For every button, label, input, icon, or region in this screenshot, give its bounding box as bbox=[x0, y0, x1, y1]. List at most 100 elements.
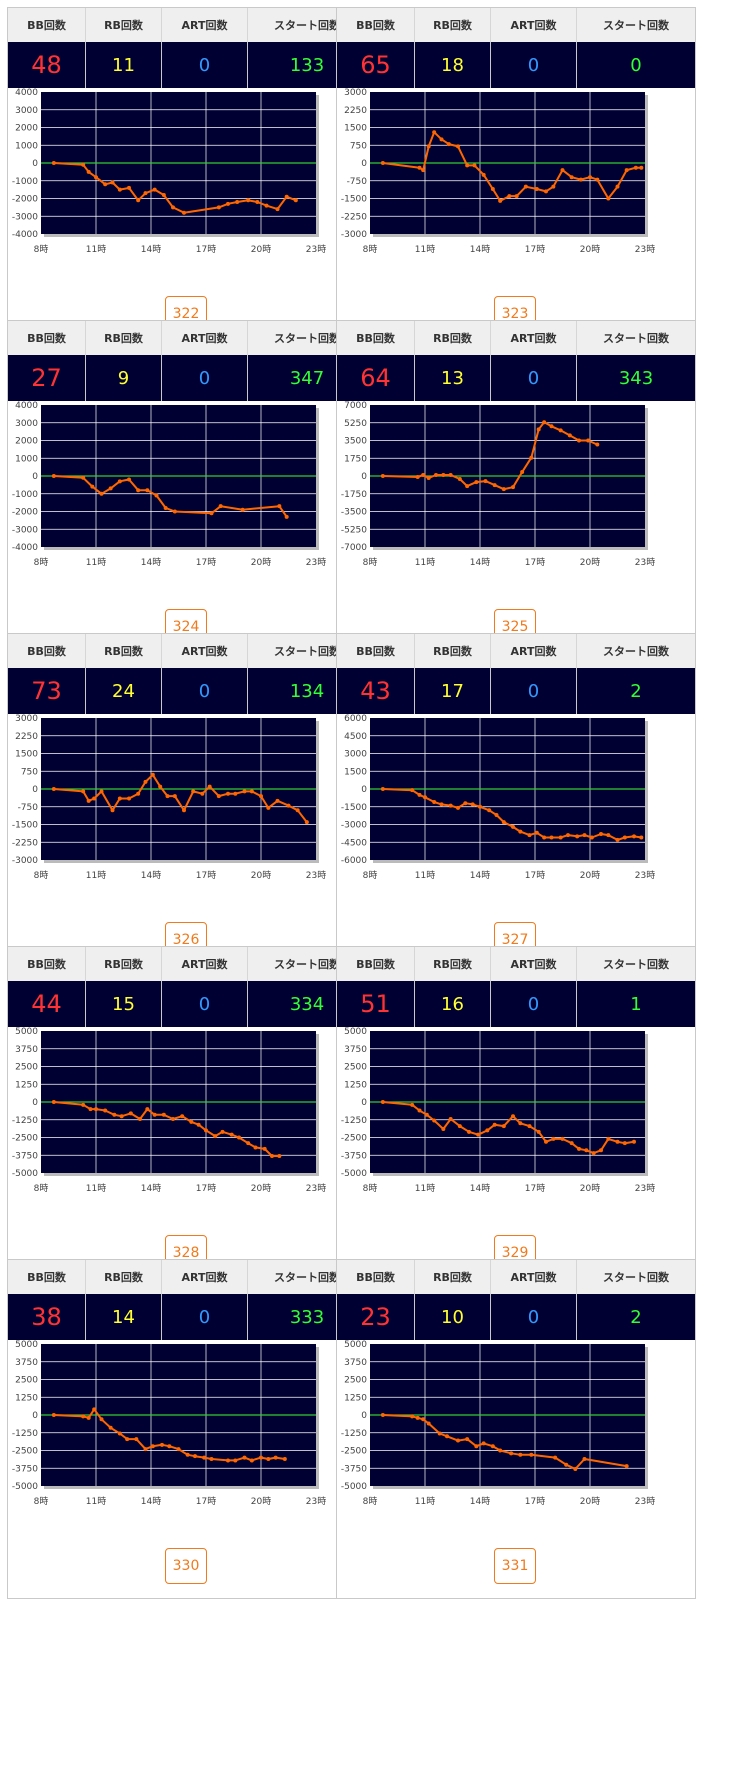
header-art: ART回数 bbox=[162, 1260, 248, 1294]
y-tick-label: 5000 bbox=[15, 1027, 38, 1037]
x-tick-label: 8時 bbox=[34, 870, 49, 881]
data-point bbox=[200, 791, 205, 796]
x-tick-label: 11時 bbox=[415, 244, 435, 255]
data-point bbox=[94, 175, 98, 180]
data-point bbox=[81, 1414, 86, 1419]
data-point bbox=[586, 438, 591, 443]
data-point bbox=[432, 800, 437, 805]
x-tick-label: 8時 bbox=[363, 1183, 378, 1194]
data-point bbox=[470, 802, 475, 807]
data-point bbox=[551, 184, 556, 189]
x-tick-label: 17時 bbox=[525, 1183, 545, 1194]
data-point bbox=[456, 144, 460, 149]
data-point bbox=[410, 1414, 415, 1419]
start-count-cell: 343 bbox=[577, 355, 695, 401]
start-count: 347 bbox=[289, 367, 325, 389]
y-tick-label: -1750 bbox=[341, 490, 367, 500]
data-point bbox=[632, 834, 636, 839]
rb-count-cell: 11 bbox=[86, 42, 162, 88]
data-point bbox=[51, 1413, 56, 1417]
rb-count-cell: 17 bbox=[415, 668, 491, 714]
data-point bbox=[94, 1107, 98, 1112]
data-point bbox=[264, 203, 269, 208]
slump-chart-svg: 3000 2250 1500 750 0 -750 -1500 -2250 -3000 8時 11時… bbox=[341, 88, 655, 255]
data-point bbox=[534, 830, 539, 835]
header-art: ART回数 bbox=[491, 321, 577, 355]
data-point bbox=[423, 795, 427, 800]
y-tick-label: 2500 bbox=[344, 1063, 367, 1073]
x-tick-label: 20時 bbox=[251, 1496, 271, 1507]
data-point bbox=[615, 1139, 620, 1144]
data-point bbox=[180, 1114, 185, 1119]
bb-count-cell: 65 bbox=[337, 42, 415, 88]
slump-chart-svg: 5000 3750 2500 1250 0 -1250 -2500 -3750 -5000 8時 1… bbox=[341, 1340, 655, 1507]
y-tick-label: 5000 bbox=[344, 1340, 367, 1350]
x-tick-label: 8時 bbox=[363, 557, 378, 568]
header-rb: RB回数 bbox=[415, 1260, 491, 1294]
machine-number-button[interactable]: 330 bbox=[165, 1548, 207, 1584]
y-tick-label: 3000 bbox=[15, 419, 38, 429]
art-count: 0 bbox=[198, 680, 211, 702]
data-point bbox=[242, 1455, 247, 1460]
stats-values: 27 9 0 347 bbox=[8, 355, 366, 401]
start-count-cell: 133 bbox=[248, 42, 366, 88]
data-point bbox=[259, 1455, 263, 1460]
y-tick-label: -5000 bbox=[341, 1169, 367, 1179]
data-point bbox=[128, 1111, 133, 1116]
slump-chart: 6000 4500 3000 1500 0 -1500 -3000 -4500 -6000 8時 1… bbox=[337, 714, 695, 904]
bb-count-cell: 23 bbox=[337, 1294, 415, 1340]
plot-shadow bbox=[373, 234, 648, 237]
stats-header: BB回数 RB回数 ART回数 スタート回数 bbox=[8, 634, 366, 669]
data-point bbox=[421, 472, 426, 477]
y-tick-label: 0 bbox=[32, 785, 38, 795]
x-tick-label: 20時 bbox=[251, 870, 271, 881]
data-point bbox=[426, 476, 431, 481]
data-point bbox=[150, 1444, 155, 1449]
data-point bbox=[529, 455, 534, 460]
y-tick-label: 2000 bbox=[15, 437, 38, 447]
data-point bbox=[119, 1114, 124, 1119]
data-point bbox=[185, 1452, 190, 1457]
data-point bbox=[171, 1117, 175, 1122]
data-point bbox=[293, 198, 298, 203]
data-point bbox=[566, 833, 570, 838]
data-point bbox=[481, 1441, 486, 1446]
machine-number-button[interactable]: 331 bbox=[494, 1548, 536, 1584]
stats-header: BB回数 RB回数 ART回数 スタート回数 bbox=[8, 1260, 366, 1295]
data-point bbox=[542, 835, 547, 840]
data-point bbox=[588, 175, 592, 180]
data-point bbox=[138, 1117, 142, 1122]
stats-header: BB回数 RB回数 ART回数 スタート回数 bbox=[8, 321, 366, 356]
data-point bbox=[415, 1415, 420, 1420]
start-count-cell: 0 bbox=[577, 42, 695, 88]
bb-count-cell: 43 bbox=[337, 668, 415, 714]
data-point bbox=[233, 1458, 238, 1463]
data-point bbox=[86, 169, 91, 174]
art-count-cell: 0 bbox=[162, 1294, 248, 1340]
y-tick-label: 0 bbox=[361, 1098, 367, 1108]
stats-header: BB回数 RB回数 ART回数 スタート回数 bbox=[337, 321, 695, 356]
stats-header: BB回数 RB回数 ART回数 スタート回数 bbox=[337, 947, 695, 982]
data-point bbox=[380, 1100, 385, 1104]
data-point bbox=[553, 1455, 558, 1460]
x-tick-label: 20時 bbox=[580, 1496, 600, 1507]
x-tick-label: 11時 bbox=[415, 870, 435, 881]
data-point bbox=[127, 185, 131, 190]
header-start: スタート回数 bbox=[274, 1271, 340, 1284]
data-point bbox=[478, 804, 482, 809]
header-rb: RB回数 bbox=[415, 8, 491, 42]
data-point bbox=[282, 1457, 287, 1462]
data-point bbox=[145, 1107, 150, 1112]
data-point bbox=[529, 1452, 534, 1457]
header-rb: RB回数 bbox=[415, 947, 491, 981]
rb-count: 14 bbox=[112, 1306, 135, 1328]
machine-card: BB回数 RB回数 ART回数 スタート回数 27 9 0 347 4000 3000 2000 10… bbox=[7, 320, 367, 660]
data-point bbox=[134, 1437, 139, 1442]
start-count: 2 bbox=[630, 1306, 642, 1328]
data-point bbox=[182, 210, 186, 215]
data-point bbox=[275, 798, 280, 803]
data-point bbox=[242, 789, 247, 794]
x-tick-label: 14時 bbox=[470, 1183, 490, 1194]
rb-count: 17 bbox=[441, 680, 464, 702]
y-tick-label: 1000 bbox=[15, 454, 38, 464]
